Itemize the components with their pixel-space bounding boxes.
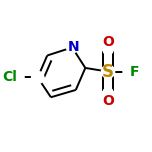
Text: N: N (67, 40, 79, 54)
Circle shape (9, 70, 24, 85)
Circle shape (32, 71, 44, 84)
Circle shape (103, 45, 113, 55)
Text: S: S (102, 63, 114, 81)
Circle shape (123, 66, 134, 77)
Circle shape (103, 88, 113, 98)
Circle shape (101, 65, 115, 78)
Text: Cl: Cl (2, 71, 17, 85)
Text: O: O (102, 35, 114, 49)
Text: O: O (102, 94, 114, 108)
Circle shape (67, 42, 78, 53)
Text: F: F (130, 65, 139, 79)
